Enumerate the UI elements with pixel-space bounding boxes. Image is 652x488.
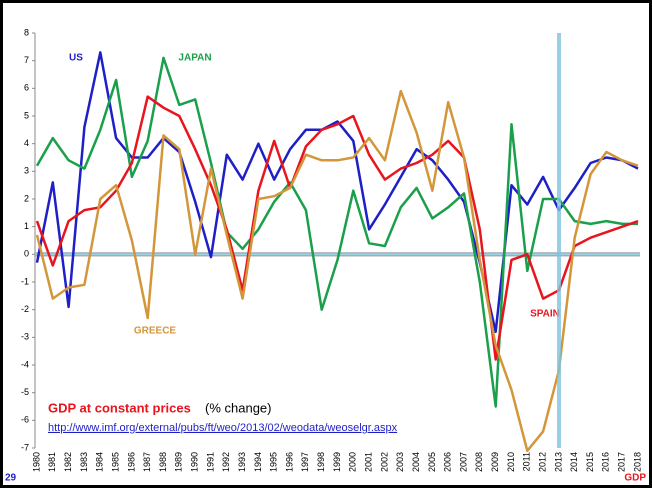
x-tick-label: 1996 [284, 452, 294, 472]
x-tick-label: 1998 [316, 452, 326, 472]
series-line [35, 89, 639, 453]
y-tick-label: 3 [24, 166, 29, 176]
x-tick-label: 2016 [601, 452, 611, 472]
x-tick-label: 2011 [522, 452, 532, 471]
series-label: GREECE [134, 326, 177, 337]
x-tick-label: 1992 [221, 452, 231, 472]
x-tick-label: 1991 [205, 452, 215, 472]
x-tick-label: 2015 [585, 452, 595, 472]
footer-label: GDP [624, 473, 646, 484]
y-tick-label: 5 [24, 110, 29, 120]
series-line [35, 56, 638, 408]
x-tick-label: 1985 [110, 452, 120, 472]
x-tick-label: 2014 [569, 452, 579, 472]
x-tick-label: 2005 [427, 452, 437, 472]
x-tick-label: 1983 [79, 452, 89, 472]
chart-title: GDP at constant prices [48, 400, 191, 415]
y-tick-label: -2 [21, 304, 29, 314]
y-tick-label: 0 [24, 249, 29, 259]
x-tick-label: 1989 [174, 452, 184, 472]
x-tick-label: 1980 [31, 452, 41, 472]
x-tick-label: 2017 [617, 452, 627, 472]
x-tick-label: 1982 [63, 452, 73, 472]
series-label-bg [65, 50, 87, 66]
x-tick-label: 2002 [379, 452, 389, 472]
y-tick-label: -4 [21, 359, 29, 369]
page-number: 29 [5, 473, 17, 484]
x-tick-label: 1987 [142, 452, 152, 472]
series-label: SPAIN [530, 309, 560, 320]
y-tick-label: 4 [24, 138, 29, 148]
x-tick-label: 1993 [237, 452, 247, 472]
x-tick-label: 1981 [47, 452, 57, 472]
y-tick-label: -1 [21, 276, 29, 286]
y-tick-label: -3 [21, 332, 29, 342]
y-tick-label: 2 [24, 193, 29, 203]
series-label: JAPAN [178, 53, 211, 64]
x-tick-label: 1986 [126, 452, 136, 472]
y-tick-label: 6 [24, 83, 29, 93]
x-tick-label: 2004 [411, 452, 421, 472]
x-tick-label: 2003 [395, 452, 405, 472]
y-tick-label: 7 [24, 55, 29, 65]
source-link[interactable]: http://www.imf.org/external/pubs/ft/weo/… [48, 422, 398, 434]
x-tick-label: 2018 [632, 452, 642, 472]
y-tick-label: 1 [24, 221, 29, 231]
x-tick-label: 2001 [364, 452, 374, 472]
chart-subtitle: (% change) [205, 400, 271, 415]
y-tick-label: -6 [21, 415, 29, 425]
series-label-bg [129, 323, 181, 339]
x-tick-label: 1999 [332, 452, 342, 472]
y-tick-label: -7 [21, 442, 29, 452]
x-tick-label: 1994 [253, 452, 263, 472]
x-tick-label: 2013 [553, 452, 563, 472]
series-line [35, 95, 639, 361]
x-tick-label: 2006 [443, 452, 453, 472]
x-tick-label: 2008 [474, 452, 484, 472]
x-tick-label: 1988 [158, 452, 168, 472]
x-tick-label: 2000 [348, 452, 358, 472]
x-tick-label: 2009 [490, 452, 500, 472]
x-tick-label: 1997 [300, 452, 310, 472]
x-tick-label: 1995 [269, 452, 279, 472]
series-label: US [69, 53, 83, 64]
series-label-bg [174, 50, 216, 66]
series-label-bg [526, 306, 564, 322]
y-tick-label: 8 [24, 27, 29, 37]
series-line [35, 51, 639, 334]
y-tick-label: -5 [21, 387, 29, 397]
x-tick-label: 2007 [458, 452, 468, 472]
x-tick-label: 2012 [537, 452, 547, 472]
x-tick-label: 1990 [190, 452, 200, 472]
x-tick-label: 1984 [95, 452, 105, 472]
x-tick-label: 2010 [506, 452, 516, 472]
